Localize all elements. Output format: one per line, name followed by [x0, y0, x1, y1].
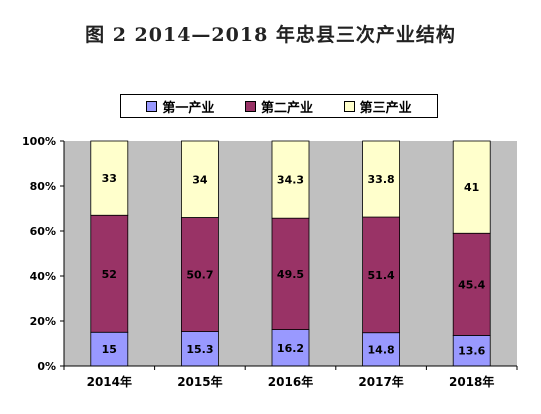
x-tick-label: 2014年	[87, 374, 132, 389]
legend-label-tertiary: 第三产业	[359, 100, 412, 116]
legend-item-tertiary: 第三产业	[343, 97, 412, 116]
x-tick-label: 2015年	[177, 374, 222, 389]
bar-segment	[362, 332, 401, 367]
data-label: 16.2	[277, 342, 304, 355]
bar-segment	[452, 140, 491, 234]
data-label: 49.5	[277, 268, 304, 281]
legend-swatch-tertiary	[343, 100, 355, 112]
data-label: 41	[464, 181, 479, 194]
y-tick-label: 80%	[30, 180, 56, 193]
data-label: 45.4	[458, 278, 485, 291]
bar-segment	[452, 334, 491, 367]
data-label: 15	[102, 343, 117, 356]
data-label: 34.3	[277, 174, 304, 187]
data-label: 14.8	[368, 343, 395, 356]
y-tick-label: 100%	[22, 135, 56, 148]
data-label: 33.8	[368, 173, 395, 186]
data-label: 50.7	[186, 269, 213, 282]
legend-item-primary: 第一产业	[146, 97, 214, 116]
bar-segment	[180, 331, 219, 367]
legend-label-primary: 第一产业	[162, 100, 215, 116]
bar-segment	[180, 140, 219, 218]
bar-segment	[90, 140, 129, 216]
legend-swatch-secondary	[244, 100, 256, 112]
data-label: 51.4	[368, 269, 395, 282]
bar-segment	[180, 217, 219, 332]
chart-legend: 第一产业 第二产业 第三产业	[120, 94, 438, 118]
data-label: 34	[192, 173, 208, 186]
data-label: 13.6	[458, 345, 485, 358]
bar-segment	[452, 232, 491, 336]
y-tick-label: 0%	[37, 360, 56, 373]
bar-segment	[271, 140, 310, 219]
x-tick-label: 2018年	[449, 374, 494, 389]
legend-swatch-primary	[146, 100, 158, 112]
data-label: 33	[102, 172, 117, 185]
data-label: 52	[102, 268, 117, 281]
bar-segment	[362, 140, 401, 218]
y-tick-label: 60%	[30, 225, 56, 238]
bar-segment	[271, 329, 310, 367]
y-tick-label: 40%	[30, 270, 56, 283]
legend-label-secondary: 第二产业	[260, 100, 313, 116]
bar-segment	[271, 217, 310, 330]
chart-title: 图 2 2014—2018 年忠县三次产业结构	[85, 24, 456, 46]
x-tick-label: 2017年	[358, 374, 403, 389]
bar-segment	[90, 214, 129, 333]
data-label: 15.3	[186, 343, 213, 356]
y-tick-label: 20%	[30, 315, 56, 328]
bar-segment	[362, 216, 401, 334]
legend-item-secondary: 第二产业	[244, 97, 313, 116]
x-tick-label: 2016年	[268, 374, 313, 389]
